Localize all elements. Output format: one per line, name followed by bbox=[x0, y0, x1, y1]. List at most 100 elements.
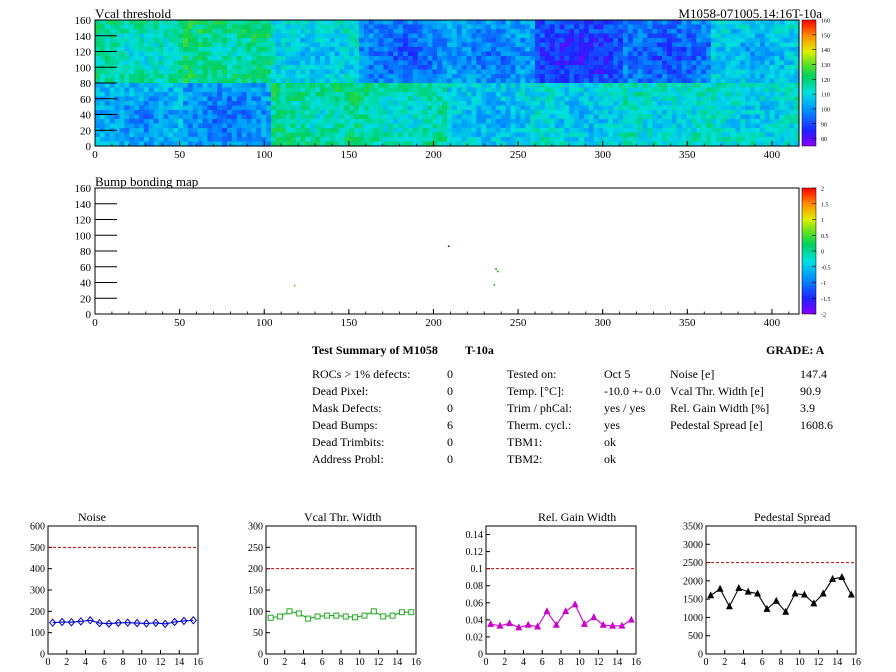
threshold-pixel bbox=[500, 96, 507, 102]
data-point bbox=[95, 618, 104, 628]
threshold-pixel bbox=[153, 87, 160, 93]
threshold-pixel bbox=[359, 87, 365, 93]
threshold-pixel bbox=[241, 47, 248, 53]
threshold-pixel bbox=[706, 51, 712, 57]
threshold-pixel bbox=[730, 29, 737, 35]
threshold-pixel bbox=[618, 105, 624, 111]
threshold-pixel bbox=[559, 119, 565, 125]
threshold-pixel bbox=[500, 69, 507, 75]
threshold-pixel bbox=[212, 96, 218, 102]
threshold-pixel bbox=[324, 119, 331, 125]
threshold-pixel bbox=[305, 33, 311, 39]
threshold-pixel bbox=[324, 56, 331, 62]
y-tick-label: 0.14 bbox=[466, 530, 484, 541]
roc-block bbox=[271, 83, 360, 147]
threshold-pixel bbox=[290, 65, 297, 71]
threshold-pixel bbox=[427, 83, 433, 89]
threshold-pixel bbox=[266, 132, 272, 138]
threshold-pixel bbox=[442, 47, 448, 53]
x-tick-label: 0 bbox=[264, 657, 269, 668]
x-tick-label: 150 bbox=[341, 317, 358, 329]
threshold-pixel bbox=[217, 69, 223, 75]
threshold-pixel bbox=[227, 38, 233, 44]
threshold-pixel bbox=[510, 51, 517, 57]
threshold-pixel bbox=[755, 83, 761, 89]
threshold-pixel bbox=[681, 92, 688, 98]
threshold-pixel bbox=[740, 128, 746, 134]
threshold-pixel bbox=[393, 60, 399, 66]
threshold-pixel bbox=[231, 105, 238, 111]
threshold-pixel bbox=[143, 87, 150, 93]
threshold-pixel bbox=[642, 29, 649, 35]
threshold-pixel bbox=[691, 83, 697, 89]
threshold-pixel bbox=[383, 42, 389, 48]
threshold-pixel bbox=[764, 47, 771, 53]
threshold-pixel bbox=[598, 47, 605, 53]
threshold-pixel bbox=[764, 69, 771, 75]
threshold-pixel bbox=[725, 101, 732, 107]
threshold-pixel bbox=[256, 42, 262, 48]
threshold-pixel bbox=[217, 33, 223, 39]
threshold-pixel bbox=[608, 83, 614, 89]
threshold-pixel bbox=[637, 29, 644, 35]
threshold-pixel bbox=[432, 87, 438, 93]
threshold-pixel bbox=[285, 20, 292, 26]
threshold-pixel bbox=[632, 87, 639, 93]
threshold-pixel bbox=[192, 78, 199, 84]
threshold-pixel bbox=[432, 65, 438, 71]
threshold-pixel bbox=[148, 128, 155, 134]
threshold-pixel bbox=[574, 51, 580, 57]
threshold-pixel bbox=[271, 128, 277, 134]
threshold-pixel bbox=[412, 119, 419, 125]
threshold-pixel bbox=[583, 87, 590, 93]
threshold-pixel bbox=[412, 110, 419, 116]
threshold-pixel bbox=[510, 24, 517, 30]
threshold-pixel bbox=[407, 24, 414, 30]
threshold-pixel bbox=[613, 56, 619, 62]
threshold-pixel bbox=[422, 38, 429, 44]
threshold-pixel bbox=[183, 92, 189, 98]
threshold-pixel bbox=[569, 83, 575, 89]
threshold-pixel bbox=[447, 51, 453, 57]
threshold-pixel bbox=[349, 29, 355, 35]
threshold-pixel bbox=[305, 69, 311, 75]
threshold-pixel bbox=[447, 29, 453, 35]
threshold-pixel bbox=[632, 47, 639, 53]
threshold-pixel bbox=[231, 29, 238, 35]
threshold-pixel bbox=[197, 20, 204, 26]
threshold-pixel bbox=[344, 87, 350, 93]
threshold-pixel bbox=[637, 110, 644, 116]
threshold-pixel bbox=[495, 128, 502, 134]
threshold-pixel bbox=[657, 60, 663, 66]
threshold-pixel bbox=[476, 87, 482, 93]
threshold-pixel bbox=[217, 60, 223, 66]
threshold-pixel bbox=[500, 38, 507, 44]
threshold-pixel bbox=[300, 92, 306, 98]
threshold-pixel bbox=[740, 105, 746, 111]
threshold-pixel bbox=[398, 33, 404, 39]
threshold-pixel bbox=[657, 128, 663, 134]
threshold-pixel bbox=[373, 33, 380, 39]
threshold-pixel bbox=[530, 60, 536, 66]
threshold-pixel bbox=[158, 132, 165, 138]
threshold-pixel bbox=[187, 92, 194, 98]
threshold-pixel bbox=[280, 69, 287, 75]
x-tick-label: 200 bbox=[425, 149, 442, 161]
threshold-pixel bbox=[417, 128, 424, 134]
threshold-pixel bbox=[212, 65, 218, 71]
bump-map-points bbox=[293, 245, 499, 287]
threshold-pixel bbox=[598, 38, 605, 44]
threshold-pixel bbox=[202, 24, 209, 30]
threshold-pixel bbox=[173, 92, 179, 98]
threshold-pixel bbox=[124, 51, 130, 57]
threshold-pixel bbox=[407, 33, 414, 39]
threshold-pixel bbox=[407, 47, 414, 53]
threshold-pixel bbox=[647, 38, 653, 44]
threshold-pixel bbox=[583, 60, 590, 66]
threshold-pixel bbox=[329, 56, 336, 62]
threshold-pixel bbox=[285, 123, 292, 129]
threshold-pixel bbox=[456, 101, 463, 107]
threshold-pixel bbox=[266, 128, 272, 134]
threshold-pixel bbox=[378, 128, 385, 134]
threshold-pixel bbox=[173, 29, 179, 35]
